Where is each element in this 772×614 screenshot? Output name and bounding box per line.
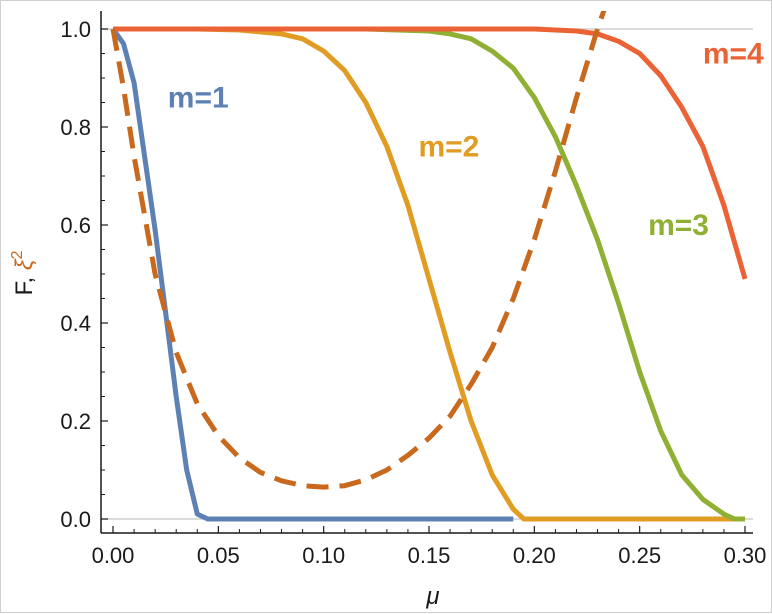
curves	[110, 11, 748, 522]
curve-label-m-2: m=2	[418, 130, 479, 163]
y-axis-title-xi: ξ	[11, 258, 38, 270]
y-tick-label: 0.6	[60, 213, 91, 238]
series-line-m-2	[113, 26, 745, 522]
curve-label-m-4: m=4	[703, 37, 764, 70]
series-line-m-3	[113, 26, 745, 522]
ticks: 0.00 0.05 0.10 0.15 0.20 0.25 0.30 0.0 0.2 0.4 0.6…	[60, 17, 766, 568]
y-axis-title-exponent: 2	[9, 250, 26, 259]
x-tick-label: 0.10	[302, 543, 345, 568]
series-line-m-4	[113, 26, 748, 280]
y-tick-label: 0.8	[60, 115, 91, 140]
y-tick-label: 1.0	[60, 17, 91, 42]
x-tick-label: 0.05	[197, 543, 240, 568]
y-axis-title-prefix: F,	[11, 270, 38, 295]
curve-label-m-1: m=1	[168, 81, 229, 114]
y-tick-label: 0.4	[60, 311, 91, 336]
y-axis-title: F, ξ2	[9, 250, 38, 295]
x-axis-title: μ	[425, 583, 439, 610]
x-tick-label: 0.15	[408, 543, 451, 568]
curve-labels: m=1 m=2 m=3 m=4	[168, 37, 764, 242]
x-tick-label: 0.25	[618, 543, 661, 568]
x-tick-label: 0.30	[724, 543, 767, 568]
y-tick-label: 0.2	[60, 409, 91, 434]
series-line-m-1	[110, 27, 514, 522]
series-line-xi-squared	[110, 11, 607, 490]
y-tick-label: 0.0	[60, 507, 91, 532]
x-tick-label: 0.00	[92, 543, 135, 568]
curve-label-m-3: m=3	[648, 209, 709, 242]
x-tick-label: 0.20	[513, 543, 556, 568]
